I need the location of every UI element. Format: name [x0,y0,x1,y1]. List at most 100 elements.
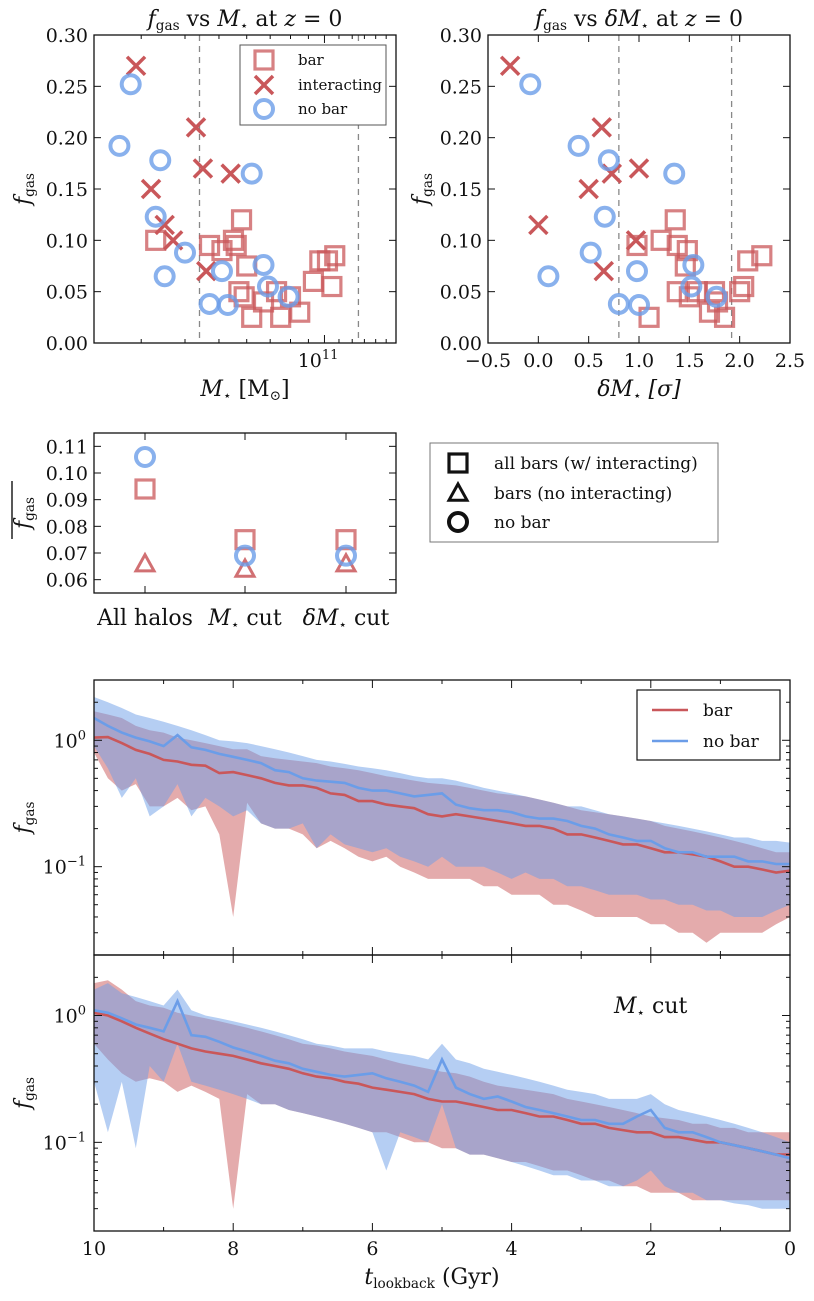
legend-marker-bar [253,49,275,71]
chart-title-part: at [248,7,284,32]
marker-interacting [628,158,650,179]
legend: bar interacting no bar [239,44,387,126]
x-tick-label: 4 [506,1238,518,1260]
y-tick-label: 100 [54,728,86,752]
x-axis-label-part: lookback [373,1276,435,1292]
y-tick-label: 0.05 [46,282,88,304]
legend-marker [447,452,469,474]
chart-title-part: vs [180,7,218,32]
legend-label: no bar [494,513,551,533]
marker-no-bar [144,205,167,228]
legend-label: bar [703,701,733,721]
legend-label: bars (no interacting) [494,484,672,504]
y-tick-label-exp: 0 [78,728,86,743]
marker-interacting [196,260,217,282]
marker-interacting [625,230,647,251]
marker-no-bar [579,241,602,264]
marker-no-bar [597,149,620,172]
median-line-bar [94,735,790,874]
marker-no-bar [210,260,233,283]
y-tick-label: 10−1 [43,855,86,879]
x-axis-label: tlookback (Gyr) [364,1265,499,1292]
chart-title-part: z [283,7,296,32]
chart-title-part: gas [156,18,180,34]
marker-interacting [125,55,147,77]
marker-bar [321,275,343,298]
marker-bar [241,306,263,328]
category-label-part: All halos [96,606,193,631]
chart-title-part: = 0 [296,7,342,32]
marker-no-bar [567,134,590,157]
marker-interacting [185,117,207,138]
x-axis-label-part: ⊙ [270,388,281,404]
marker-bar [729,281,751,303]
plot-area [94,980,790,1209]
y-tick-label: 0.08 [46,516,88,538]
marker-bar [316,250,339,272]
category-label: δM⋆ cut [303,606,390,633]
marker-interacting [499,55,521,77]
marker-no-bar [607,292,630,315]
x-axis-label-part: ⋆ [223,388,232,404]
y-tick-label: 0.05 [440,282,482,304]
legend-label: all bars (w/ interacting) [494,454,698,474]
annotation: M⋆ cut [613,994,688,1021]
x-tick-label: 0.5 [574,350,604,372]
marker-no-bar [519,73,542,96]
y-axis-label-part: gas [420,173,436,197]
x-axis-label-part: [σ] [642,377,682,402]
category-label-part: cut [239,606,281,631]
y-tick-label-exp: −1 [67,1130,86,1145]
marker-interacting [593,260,615,282]
marker-bar [228,281,250,303]
chart-title: fgas vs δM⋆ at z = 0 [533,7,743,34]
y-tick-label: 0.25 [46,76,88,98]
category-label-part: ⋆ [338,617,347,633]
annotation-part: cut [645,994,687,1019]
marker-bar [198,234,221,257]
chart-title-part: δM [605,7,641,32]
y-axis-label-part: gas [22,497,38,521]
marker-interacting [140,178,162,200]
marker-no-bar [149,149,172,172]
chart-title-part: gas [543,18,567,34]
panel-mass-scatter: 0.00 0.05 0.10 0.15 0.20 0.25 0.30 1011 fgas vs … [11,7,397,404]
chart-title: fgas vs M⋆ at z = 0 [146,7,343,34]
y-axis-label: fgas [11,173,38,207]
marker-bar [289,301,311,323]
legend-marker [447,511,469,533]
x-tick-label: 1.0 [624,350,654,372]
x-axis-label: δM⋆ [σ] [597,377,681,404]
chart-title-part: M [216,7,240,32]
y-tick-label: 0.25 [440,76,482,98]
median-line-no-bar [94,997,790,1160]
legend-label: bar [298,51,325,69]
category-label-part: δM [303,606,339,631]
band-no-bar [94,697,790,917]
marker-no-bar [252,253,275,276]
marker-interacting [591,117,612,138]
marker-bar [145,229,167,251]
marker-bar [324,245,346,267]
marker-no-bar [240,162,263,185]
marker-bar [713,306,736,328]
chart-title-part: ⋆ [240,18,249,34]
y-axis-label: fgas [11,497,38,531]
category-label-part: ⋆ [231,617,240,633]
x-axis-label-part: [M [231,377,269,402]
marker-no-bar [680,275,703,298]
legend-marker [446,480,470,502]
marker-no-bar [108,134,131,157]
x-axis-label-part: ] [281,377,290,402]
marker-interacting [578,178,599,200]
category-label: All halos [96,606,193,631]
y-axis-label: fgas [11,801,38,835]
y-tick-label: 0.07 [46,543,88,565]
marker-interacting [528,214,549,236]
marker-no-bar [628,294,650,317]
category-label-part: cut [347,606,389,631]
marker-no-bar [625,260,648,283]
